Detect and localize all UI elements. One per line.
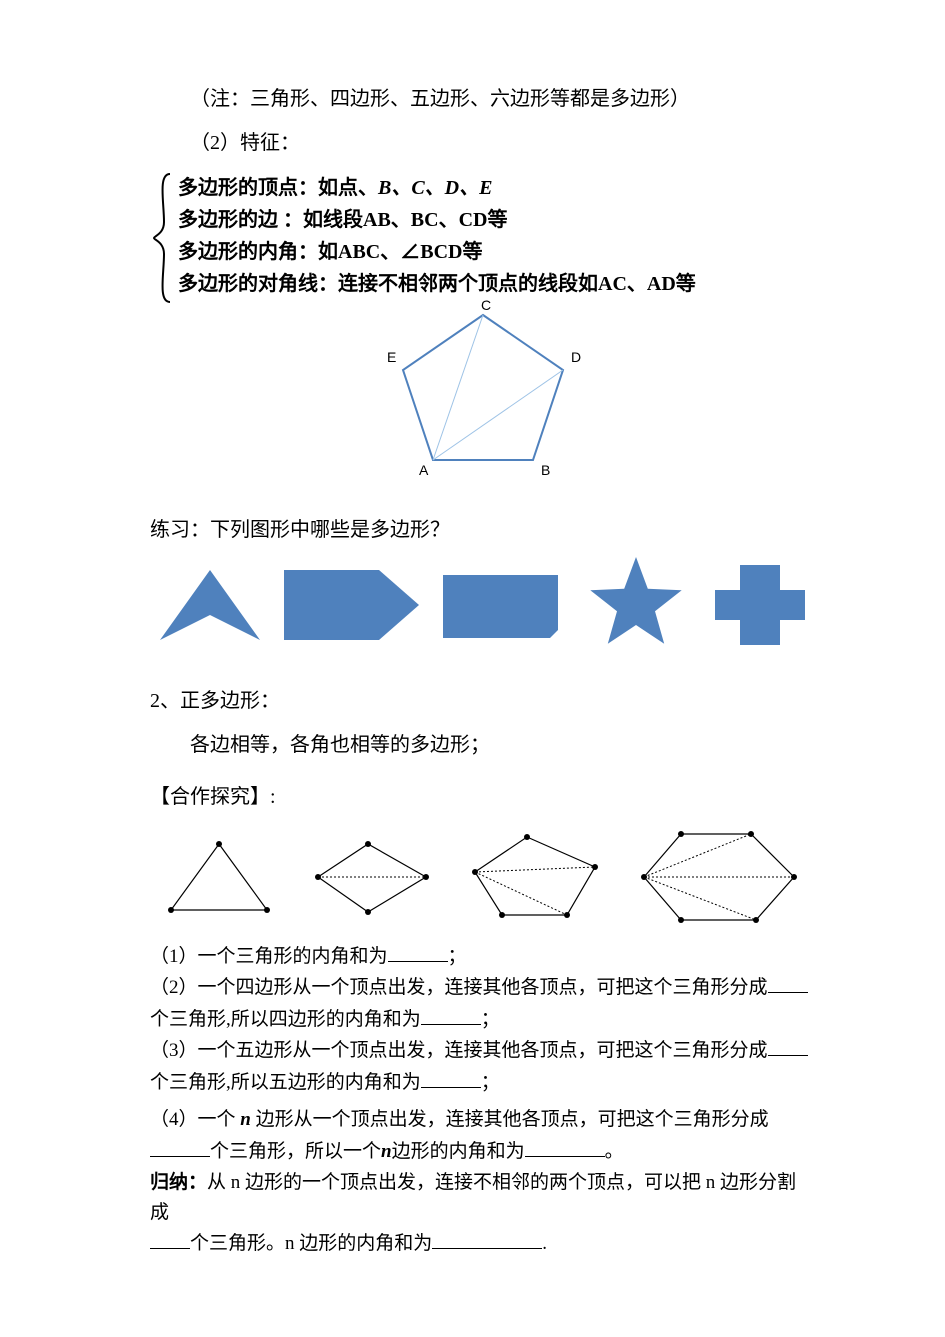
diagonals-figures-row — [150, 822, 815, 932]
brace-line-4-bold: AC、AD等 — [598, 273, 696, 295]
summary-tail: . — [542, 1233, 547, 1254]
q4b-blank2 — [525, 1139, 605, 1157]
questions-block: （1）一个三角形的内角和为 ； （2）一个四边形从一个顶点出发，连接其他各顶点，可… — [150, 942, 815, 1258]
shape-4 — [576, 555, 696, 668]
diag-fig-quad — [298, 832, 438, 922]
pentagon-figure: C D B A E — [150, 300, 815, 493]
pentagon-label-e: E — [387, 349, 396, 365]
pentagon-diagonal-1 — [433, 315, 483, 460]
q2-tail: ； — [481, 1009, 500, 1030]
q1-blank — [388, 944, 448, 962]
q1-tail: ； — [448, 946, 467, 967]
exercise-prompt: 练习：下列图形中哪些是多边形？ — [150, 511, 815, 549]
features-brace-block: 多边形的顶点：如点、B、C、D、E 多边形的边 ：如线段AB、BC、CD等 多边… — [150, 172, 815, 300]
shape-5 — [705, 560, 815, 663]
q4b-pre: 个三角形，所以一个 — [210, 1141, 381, 1162]
pentagon-diagonal-2 — [433, 370, 563, 460]
brace-line-3-prefix: 多边形的内角：如 — [178, 241, 338, 263]
shape-2 — [279, 560, 429, 663]
brace-line-1-bold: B、C、D、E — [378, 177, 492, 199]
pentagon-label-d: D — [571, 349, 581, 365]
q2b-blank — [421, 1007, 481, 1025]
shape-3 — [438, 560, 568, 663]
coop-heading: 【合作探究】: — [150, 778, 815, 816]
pentagon-outline — [403, 315, 563, 460]
question-2b: 个三角形,所以四边形的内角和为 ； — [150, 1005, 815, 1034]
diag-fig-pentagon — [457, 827, 607, 927]
question-4b: 个三角形，所以一个n边形的内角和为 。 — [150, 1137, 815, 1166]
q4-tail: 。 — [605, 1141, 624, 1162]
q2b-text: 个三角形,所以四边形的内角和为 — [150, 1009, 421, 1030]
brace-line-2: 多边形的边 ：如线段AB、BC、CD等 — [178, 204, 815, 236]
q4a-post: 边形从一个顶点出发，连接其他各顶点，可把这个三角形分成 — [251, 1109, 769, 1130]
question-3a: （3）一个五边形从一个顶点出发，连接其他各顶点，可把这个三角形分成 — [150, 1036, 815, 1065]
shape-1 — [150, 560, 270, 663]
diag-fig-triangle — [159, 832, 279, 922]
features-heading: （2）特征： — [150, 124, 815, 162]
q2a-blank — [768, 975, 808, 993]
question-2a: （2）一个四边形从一个顶点出发，连接其他各顶点，可把这个三角形分成 — [150, 973, 815, 1002]
exercise-shapes-row — [150, 555, 815, 668]
question-3b: 个三角形,所以五边形的内角和为 ； — [150, 1068, 815, 1097]
pentagon-label-b: B — [541, 462, 550, 478]
q3a-text: （3）一个五边形从一个顶点出发，连接其他各顶点，可把这个三角形分成 — [150, 1040, 768, 1061]
brace-line-1-prefix: 多边形的顶点：如点、 — [178, 177, 378, 199]
q3-tail: ； — [481, 1072, 500, 1093]
summary-line-2: 个三角形。n 边形的内角和为. — [150, 1229, 815, 1258]
brace-icon — [150, 172, 176, 304]
question-1: （1）一个三角形的内角和为 ； — [150, 942, 815, 971]
brace-line-2-bold: AB、BC、CD等 — [363, 209, 507, 231]
pentagon-label-c: C — [481, 300, 491, 313]
section2-definition: 各边相等，各角也相等的多边形； — [150, 726, 815, 764]
brace-line-4-mid: 相邻两个顶点的线段如 — [398, 273, 598, 295]
pentagon-label-a: A — [419, 462, 429, 478]
summary-line: 归纳：从 n 边形的一个顶点出发，连接不相邻的两个顶点，可以把 n 边形分割成 — [150, 1168, 815, 1227]
brace-line-4-prefix: 多边形的对角线：连接不 — [178, 273, 398, 295]
diag-fig-hexagon — [626, 822, 806, 932]
q4b-blank1 — [150, 1139, 210, 1157]
summary-blank2 — [432, 1231, 542, 1249]
intro-note: （注：三角形、四边形、五边形、六边形等都是多边形） — [150, 80, 815, 118]
q3b-blank — [421, 1070, 481, 1088]
q3b-text: 个三角形,所以五边形的内角和为 — [150, 1072, 421, 1093]
brace-line-3: 多边形的内角：如ABC、∠BCD等 — [178, 236, 815, 268]
summary-label: 归纳： — [150, 1172, 207, 1193]
q4a-pre: （4）一个 — [150, 1109, 240, 1130]
summary-blank1 — [150, 1231, 190, 1249]
summary-b: 个三角形。n 边形的内角和为 — [190, 1233, 432, 1254]
brace-line-2-prefix: 多边形的边 ：如线段 — [178, 209, 363, 231]
q3a-blank — [768, 1038, 808, 1056]
q1-text: （1）一个三角形的内角和为 — [150, 946, 388, 967]
brace-line-1: 多边形的顶点：如点、B、C、D、E — [178, 172, 815, 204]
brace-line-4: 多边形的对角线：连接不相邻两个顶点的线段如AC、AD等 — [178, 268, 815, 300]
question-4a: （4）一个 n 边形从一个顶点出发，连接其他各顶点，可把这个三角形分成 — [150, 1105, 815, 1134]
summary-a: 从 n 边形的一个顶点出发，连接不相邻的两个顶点，可以把 n 边形分割成 — [150, 1172, 796, 1222]
q4b-n: n — [381, 1141, 392, 1162]
q4b-post: 边形的内角和为 — [392, 1141, 525, 1162]
q2a-text: （2）一个四边形从一个顶点出发，连接其他各顶点，可把这个三角形分成 — [150, 977, 768, 998]
brace-line-3-bold: ABC、∠BCD等 — [338, 241, 482, 263]
section2-heading: 2、正多边形： — [150, 682, 815, 720]
q4a-n: n — [240, 1109, 251, 1130]
